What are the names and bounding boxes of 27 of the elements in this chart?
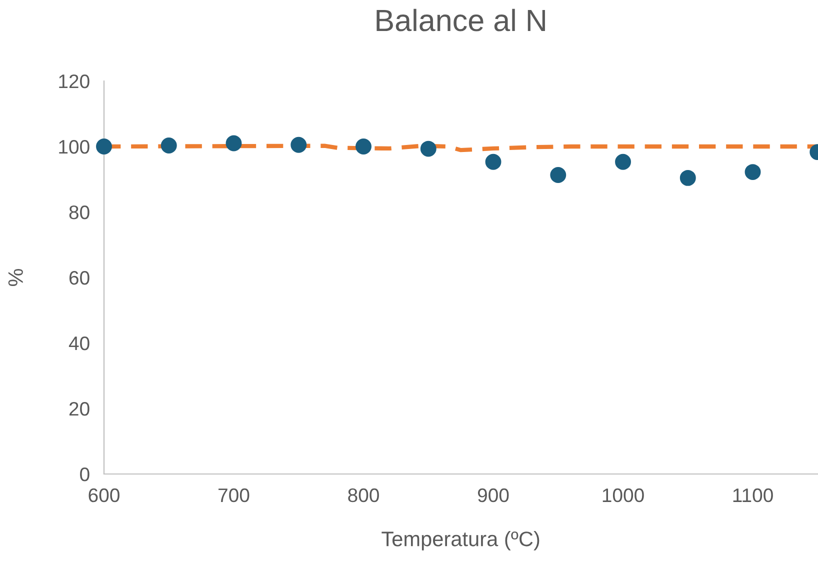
y-tick-label: 120: [59, 74, 90, 88]
point: [550, 167, 566, 183]
chart-title: Balance al N: [376, 8, 545, 32]
point: [485, 154, 502, 170]
x-tick-label: 600: [88, 488, 120, 502]
y-tick-label: 0: [80, 467, 90, 482]
x-tick-label: 1100: [733, 488, 773, 502]
y-tick-label: 100: [59, 140, 90, 154]
y-tick-label: 20: [69, 402, 90, 416]
point: [96, 138, 112, 154]
x-tick-label: 1000: [602, 488, 644, 502]
x-tick-label: 800: [348, 488, 379, 502]
point: [290, 136, 307, 153]
point: [615, 154, 631, 170]
y-tick-label: 40: [68, 336, 90, 350]
y-tick-label: 80: [69, 205, 90, 220]
x-tick-label: 700: [218, 488, 250, 502]
point: [420, 140, 436, 157]
point: [356, 138, 372, 154]
x-tick-label: 900: [478, 488, 509, 502]
y-axis-title: %: [8, 268, 23, 286]
point: [160, 138, 177, 154]
x-axis-title: Temperatura (ºC): [382, 531, 540, 550]
point: [744, 164, 761, 180]
point: [680, 170, 696, 186]
point: [226, 135, 242, 152]
y-tick-label: 60: [69, 270, 90, 285]
